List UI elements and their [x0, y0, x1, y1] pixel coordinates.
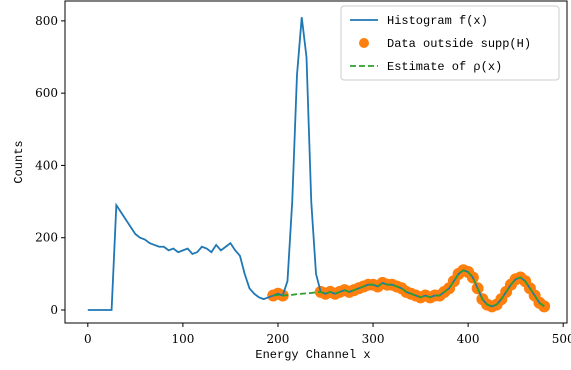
y-tick-label: 800: [35, 14, 58, 28]
legend-label: Estimate of ρ(x): [387, 60, 502, 74]
legend-label: Histogram f(x): [387, 14, 488, 28]
x-tick-label: 100: [171, 332, 194, 346]
y-tick-label: 0: [50, 303, 58, 317]
x-tick-label: 300: [362, 332, 385, 346]
y-tick-label: 200: [35, 231, 58, 245]
y-tick-label: 600: [35, 86, 58, 100]
x-tick-label: 0: [84, 332, 92, 346]
plot-area: [87, 17, 551, 313]
y-axis-label: Counts: [12, 140, 26, 183]
axes-frame: [64, 0, 568, 324]
x-tick-label: 500: [552, 332, 571, 346]
legend-box: [340, 5, 560, 81]
x-axis-label: Energy Channel x: [255, 348, 370, 362]
legend-label: Data outside supp(H): [387, 37, 531, 51]
estimate-line: [273, 269, 545, 308]
legend-marker: [359, 38, 369, 48]
y-tick-label: 400: [35, 158, 58, 172]
x-tick-label: 200: [267, 332, 290, 346]
x-tick-label: 400: [457, 332, 480, 346]
